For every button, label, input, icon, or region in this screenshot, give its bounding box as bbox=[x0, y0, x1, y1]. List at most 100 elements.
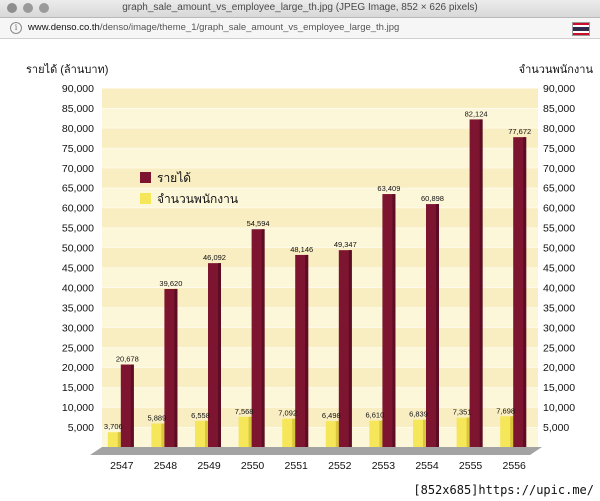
watermark-text: [852x685]https://upic.me/ bbox=[413, 483, 594, 497]
employees-data-label: 6,498 bbox=[322, 411, 341, 420]
revenue-bar bbox=[469, 119, 483, 447]
y-tick-label-left: 30,000 bbox=[62, 322, 94, 334]
y-tick-label-right: 40,000 bbox=[543, 282, 575, 294]
url-path: /denso/image/theme_1/graph_sale_amount_v… bbox=[99, 22, 400, 33]
employees-bar bbox=[151, 423, 165, 447]
employees-data-label: 7,568 bbox=[235, 407, 254, 416]
y-tick-label-left: 35,000 bbox=[62, 302, 94, 314]
y-tick-label-left: 75,000 bbox=[62, 143, 94, 155]
revenue-bar bbox=[382, 194, 396, 447]
revenue-data-label: 49,347 bbox=[334, 240, 357, 249]
employees-bar-shade bbox=[248, 416, 252, 447]
x-tick-label: 2550 bbox=[241, 460, 265, 472]
revenue-data-label: 39,620 bbox=[159, 279, 182, 288]
y-tick-label-right: 55,000 bbox=[543, 223, 575, 235]
revenue-bar bbox=[426, 204, 439, 447]
employees-bar bbox=[325, 421, 339, 447]
y-tick-label-right: 25,000 bbox=[543, 342, 575, 354]
revenue-data-label: 54,594 bbox=[247, 219, 270, 228]
x-tick-label: 2551 bbox=[285, 460, 309, 472]
y-tick-label-right: 75,000 bbox=[543, 143, 575, 155]
y-tick-label-right: 65,000 bbox=[543, 183, 575, 195]
grid-band bbox=[102, 187, 538, 208]
grid-band bbox=[102, 127, 538, 148]
y-tick-label-left: 25,000 bbox=[62, 342, 94, 354]
employees-bar-shade bbox=[379, 420, 383, 447]
x-tick-label: 2552 bbox=[328, 460, 352, 472]
employees-bar bbox=[195, 420, 208, 447]
employees-data-label: 3,706 bbox=[104, 422, 123, 431]
y-tick-label-left: 50,000 bbox=[62, 243, 94, 255]
employees-bar-shade bbox=[205, 420, 208, 447]
employees-data-label: 7,351 bbox=[453, 408, 472, 417]
y-tick-label-right: 85,000 bbox=[543, 103, 575, 115]
y-tick-label-left: 90,000 bbox=[62, 83, 94, 95]
y-tick-label-right: 45,000 bbox=[543, 263, 575, 275]
y-tick-label-left: 55,000 bbox=[62, 223, 94, 235]
minimize-window-button[interactable] bbox=[23, 3, 33, 13]
revenue-bar-shade bbox=[130, 364, 134, 447]
revenue-data-label: 20,678 bbox=[116, 355, 139, 364]
employees-bar-shade bbox=[335, 421, 339, 447]
employees-bar-shade bbox=[423, 419, 426, 447]
employees-bar-shade bbox=[292, 418, 296, 447]
x-tick-label: 2554 bbox=[415, 460, 439, 472]
revenue-data-label: 77,672 bbox=[508, 127, 531, 136]
employees-bar-shade bbox=[510, 416, 514, 447]
revenue-bar bbox=[120, 364, 134, 447]
revenue-bar bbox=[251, 229, 265, 447]
zoom-window-button[interactable] bbox=[39, 3, 49, 13]
close-window-button[interactable] bbox=[7, 3, 17, 13]
window-title: graph_sale_amount_vs_employee_large_th.j… bbox=[122, 2, 478, 13]
employees-bar bbox=[413, 419, 426, 447]
y-tick-label-left: 60,000 bbox=[62, 203, 94, 215]
employees-data-label: 7,698 bbox=[496, 406, 515, 415]
employees-bar-shade bbox=[161, 423, 165, 447]
grid-band bbox=[102, 147, 538, 168]
revenue-bar-shade bbox=[261, 229, 265, 447]
revenue-bar-shade bbox=[436, 204, 439, 447]
legend-label-employees: จำนวนพนักงาน bbox=[157, 192, 238, 206]
y-tick-label-right: 20,000 bbox=[543, 362, 575, 374]
y-tick-label-left: 70,000 bbox=[62, 163, 94, 175]
y-tick-label-right: 35,000 bbox=[543, 302, 575, 314]
chart-floor bbox=[90, 447, 542, 455]
revenue-data-label: 46,092 bbox=[203, 253, 226, 262]
employees-data-label: 7,092 bbox=[278, 409, 297, 418]
y-tick-label-left: 20,000 bbox=[62, 362, 94, 374]
employees-bar bbox=[282, 418, 296, 447]
y-tick-label-right: 10,000 bbox=[543, 402, 575, 414]
y-tick-label-right: 30,000 bbox=[543, 322, 575, 334]
employees-data-label: 5,889 bbox=[148, 414, 167, 423]
y-tick-label-left: 85,000 bbox=[62, 103, 94, 115]
y-tick-label-right: 90,000 bbox=[543, 83, 575, 95]
thailand-flag-icon[interactable] bbox=[572, 22, 590, 36]
employees-data-label: 6,839 bbox=[409, 410, 428, 419]
info-circle-icon[interactable]: i bbox=[10, 22, 22, 34]
revenue-bar bbox=[295, 254, 309, 447]
address-bar[interactable]: i www.denso.co.th/denso/image/theme_1/gr… bbox=[0, 18, 600, 39]
revenue-bar bbox=[164, 288, 178, 447]
y-tick-label-right: 60,000 bbox=[543, 203, 575, 215]
y-tick-label-right: 5,000 bbox=[543, 422, 569, 434]
x-tick-label: 2549 bbox=[197, 460, 221, 472]
y-tick-label-left: 15,000 bbox=[62, 382, 94, 394]
grid-band bbox=[102, 167, 538, 188]
y-tick-label-left: 10,000 bbox=[62, 402, 94, 414]
x-tick-label: 2548 bbox=[154, 460, 178, 472]
legend-label-revenue: รายได้ bbox=[157, 171, 191, 185]
revenue-data-label: 63,409 bbox=[377, 184, 400, 193]
url-text[interactable]: www.denso.co.th/denso/image/theme_1/grap… bbox=[28, 22, 399, 33]
revenue-data-label: 48,146 bbox=[290, 245, 313, 254]
x-tick-label: 2553 bbox=[372, 460, 396, 472]
y-tick-label-left: 80,000 bbox=[62, 123, 94, 135]
revenue-bar bbox=[513, 137, 527, 447]
grid-band bbox=[102, 88, 538, 108]
revenue-bar-shade bbox=[348, 250, 352, 447]
employees-bar bbox=[238, 416, 252, 447]
y-tick-label-left: 65,000 bbox=[62, 183, 94, 195]
y-tick-label-left: 40,000 bbox=[62, 282, 94, 294]
y-tick-label-right: 70,000 bbox=[543, 163, 575, 175]
x-tick-label: 2555 bbox=[459, 460, 483, 472]
y-axis-title-left: รายได้ (ล้านบาท) bbox=[26, 63, 108, 76]
